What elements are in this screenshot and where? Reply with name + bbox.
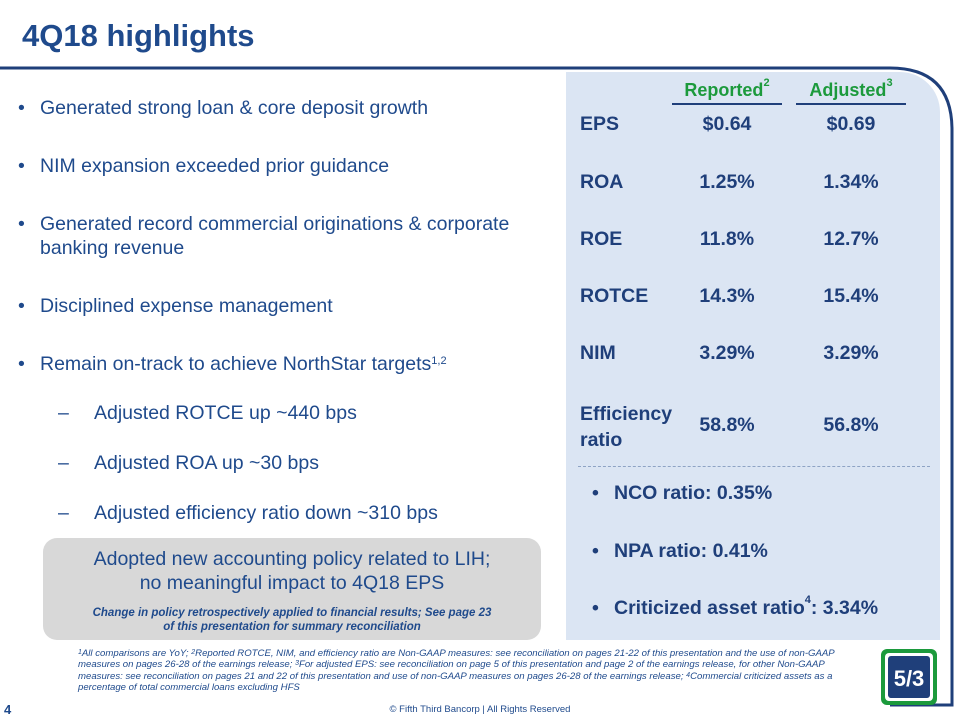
metric-label-roa: ROA	[580, 171, 624, 193]
panel-divider	[578, 466, 930, 467]
logo-text: 5/3	[894, 666, 925, 691]
metric-label-roe: ROE	[580, 228, 623, 250]
callout-line-1: Adopted new accounting policy related to…	[93, 548, 491, 570]
metrics-panel	[566, 72, 940, 640]
fifth-third-logo: 5/3	[881, 649, 937, 705]
adjusted-header-underline	[796, 103, 906, 105]
reported-value: 58.8%	[699, 414, 755, 436]
bullet-dot-icon: •	[592, 482, 599, 504]
bullet-dot-icon: •	[592, 597, 599, 619]
bullet-dot-icon: •	[18, 213, 25, 235]
dash-icon: –	[58, 452, 69, 474]
metric-label-eps: EPS	[580, 113, 620, 135]
callout-note-line-1: Change in policy retrospectively applied…	[92, 607, 492, 619]
adjusted-column-header: Adjusted3	[809, 77, 893, 100]
page-title: 4Q18 highlights	[22, 18, 255, 53]
adjusted-value: 56.8%	[823, 414, 879, 436]
reported-value: 11.8%	[699, 228, 755, 250]
dash-icon: –	[58, 502, 69, 524]
bullet-dot-icon: •	[18, 295, 25, 317]
metric-label-nim: NIM	[580, 342, 616, 364]
metric-label-efficiency-ratio: Efficiency ratio	[580, 403, 673, 451]
copyright: © Fifth Third Bancorp | All Rights Reser…	[389, 704, 571, 715]
accounting-policy-callout: Adopted new accounting policy related to…	[43, 538, 541, 640]
bullet-dot-icon: •	[592, 540, 599, 562]
adjusted-value: 15.4%	[823, 285, 879, 307]
callout-note-line-2: of this presentation for summary reconci…	[163, 621, 421, 633]
dash-icon: –	[58, 402, 69, 424]
page-number: 4	[4, 702, 12, 717]
adjusted-value: 12.7%	[823, 228, 879, 250]
bullet-dot-icon: •	[18, 97, 25, 119]
reported-value: $0.64	[702, 113, 752, 135]
reported-value: 14.3%	[699, 285, 755, 307]
reported-value: 3.29%	[699, 342, 755, 364]
metric-label-rotce: ROTCE	[580, 285, 649, 307]
adjusted-value: $0.69	[826, 113, 876, 135]
callout-line-2: no meaningful impact to 4Q18 EPS	[139, 572, 445, 594]
bullet-dot-icon: •	[18, 353, 25, 375]
footnotes: 1All comparisons are YoY; 2Reported ROTC…	[78, 648, 835, 694]
adjusted-value: 3.29%	[823, 342, 879, 364]
bullet-dot-icon: •	[18, 155, 25, 177]
reported-column-header: Reported2	[684, 77, 770, 100]
adjusted-value: 1.34%	[823, 171, 879, 193]
reported-header-underline	[672, 103, 782, 105]
reported-value: 1.25%	[699, 171, 755, 193]
